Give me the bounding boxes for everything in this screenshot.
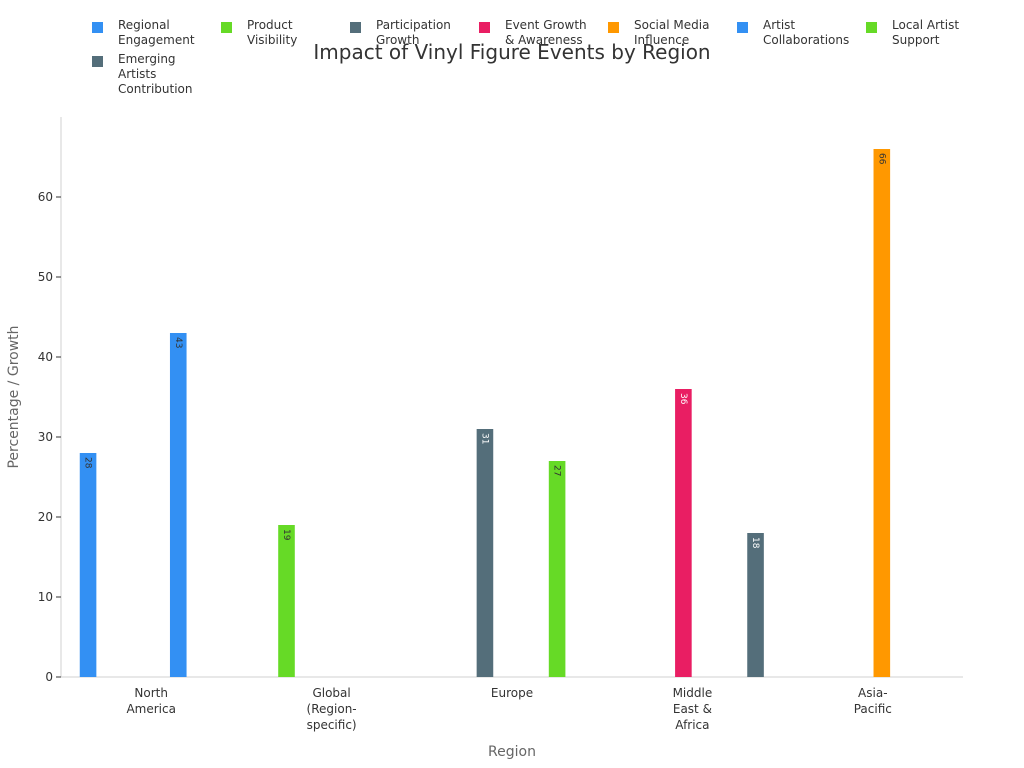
legend-item-participation-growth[interactable]: Participation Growth — [350, 18, 468, 48]
legend-label: Emerging Artists Contribution — [118, 52, 193, 96]
y-tick-label: 60 — [38, 190, 53, 204]
bar-artist-collaborations-north-america — [169, 333, 187, 677]
data-label: 36 — [678, 393, 688, 405]
data-label: 43 — [173, 337, 183, 348]
legend-swatch — [608, 22, 619, 33]
bar-regional-engagement-north-america — [79, 453, 97, 677]
legend-item-emerging-artists-contribution[interactable]: Emerging Artists Contribution — [92, 52, 210, 97]
legend-swatch — [92, 56, 103, 67]
y-tick-label: 0 — [45, 670, 53, 684]
bar-participation-growth-europe — [476, 429, 494, 677]
data-label: 19 — [281, 529, 291, 541]
y-tick-label: 30 — [38, 430, 53, 444]
data-label: 28 — [83, 457, 93, 469]
bar-emerging-artists-contribution-middle-east-africa — [747, 533, 764, 677]
x-tick-label: Global (Region-specific) — [307, 686, 357, 732]
bar-social-media-influence-asia-pacific — [873, 149, 891, 677]
x-tick-label: Asia-Pacific — [854, 686, 892, 716]
legend-label: Participation Growth — [376, 18, 451, 47]
legend-label: Local Artist Support — [892, 18, 960, 47]
legend-item-social-media-influence[interactable]: Social Media Influence — [608, 18, 726, 48]
data-label: 18 — [750, 537, 760, 549]
legend-label: Regional Engagement — [118, 18, 195, 47]
legend-label: Artist Collaborations — [763, 18, 850, 47]
y-tick-label: 10 — [38, 590, 53, 604]
bar-event-growth-awareness-middle-east-africa — [675, 389, 692, 677]
data-label: 66 — [876, 153, 886, 165]
legend-item-product-visibility[interactable]: Product Visibility — [221, 18, 339, 48]
chart-title: Impact of Vinyl Figure Events by Region — [313, 40, 711, 64]
x-tick-label: Middle East & Africa — [673, 686, 713, 732]
data-label: 31 — [479, 433, 489, 444]
y-axis-title: Percentage / Growth — [6, 325, 22, 468]
legend-item-regional-engagement[interactable]: Regional Engagement — [92, 18, 210, 48]
x-axis-title: Region — [488, 744, 536, 760]
legend-label: Social Media Influence — [634, 18, 710, 47]
x-tick-label: Europe — [491, 686, 533, 700]
legend-item-local-artist-support[interactable]: Local Artist Support — [866, 18, 984, 48]
legend-swatch — [866, 22, 877, 33]
legend-swatch — [221, 22, 232, 33]
data-label: 27 — [552, 465, 562, 476]
bar-product-visibility-global-region-specific — [278, 525, 295, 677]
legend-swatch — [350, 22, 361, 33]
legend-label: Event Growth & Awareness — [505, 18, 587, 47]
y-tick-label: 50 — [38, 270, 53, 284]
y-tick-label: 20 — [38, 510, 53, 524]
legend-item-artist-collaborations[interactable]: Artist Collaborations — [737, 18, 855, 48]
legend-label: Product Visibility — [247, 18, 298, 47]
bar-local-artist-support-europe — [548, 461, 566, 677]
legend-swatch — [737, 22, 748, 33]
chart-legend: Regional Engagement Product Visibility Par… — [84, 18, 984, 108]
legend-item-event-growth-awareness[interactable]: Event Growth & Awareness — [479, 18, 597, 48]
legend-swatch — [92, 22, 103, 33]
x-tick-label: North America — [126, 686, 176, 716]
legend-swatch — [479, 22, 490, 33]
y-tick-label: 40 — [38, 350, 53, 364]
